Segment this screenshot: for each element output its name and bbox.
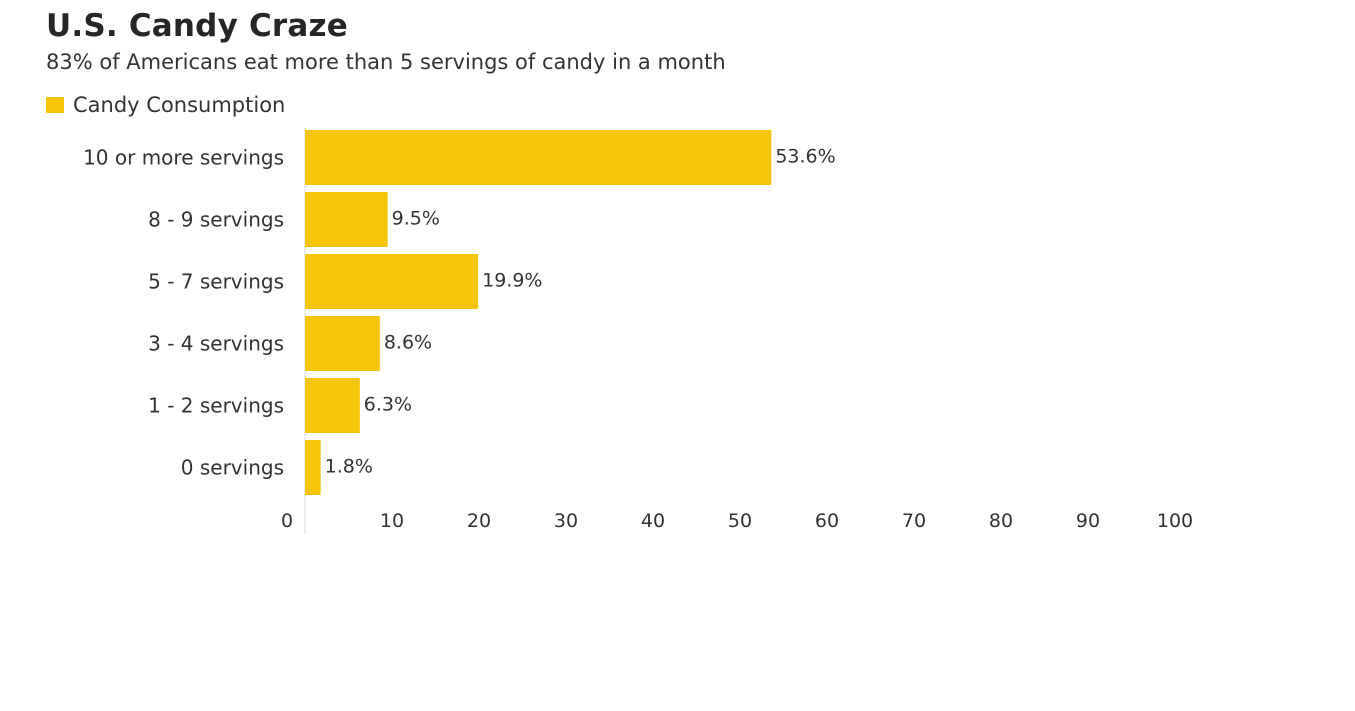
x-tick-label: 70	[902, 510, 926, 532]
data-label: 8.6%	[384, 332, 432, 354]
data-label: 1.8%	[325, 456, 373, 478]
bar	[305, 378, 360, 433]
x-tick-label: 30	[554, 510, 578, 532]
bar	[305, 440, 321, 495]
legend-swatch	[46, 97, 64, 113]
data-label: 6.3%	[364, 394, 412, 416]
bars-layer	[305, 130, 772, 495]
x-tick-label: 60	[815, 510, 839, 532]
bar	[305, 192, 388, 247]
x-tick-label: 50	[728, 510, 752, 532]
bar	[305, 316, 380, 371]
category-label: 3 - 4 servings	[148, 332, 284, 356]
x-tick-label: 90	[1076, 510, 1100, 532]
x-tick-label: 40	[641, 510, 665, 532]
axis-layer: 0 10 20 30 40 50 60 70 80 90 100 10 or more serving…	[83, 128, 1193, 534]
legend: Candy Consumption	[46, 93, 285, 117]
chart-subtitle: 83% of Americans eat more than 5 serving…	[46, 50, 726, 74]
x-tick-label: 80	[989, 510, 1013, 532]
data-label: 53.6%	[775, 146, 835, 168]
data-label: 19.9%	[482, 270, 542, 292]
legend-label: Candy Consumption	[73, 93, 286, 117]
category-label: 1 - 2 servings	[148, 394, 284, 418]
chart-title: U.S. Candy Craze	[46, 8, 348, 44]
bar	[305, 254, 479, 309]
x-tick-label: 0	[281, 510, 293, 532]
category-label: 8 - 9 servings	[148, 208, 284, 232]
x-tick-label: 20	[467, 510, 491, 532]
category-label: 10 or more servings	[83, 146, 284, 170]
x-tick-label: 100	[1157, 510, 1193, 532]
labels-layer: 53.6% 9.5% 19.9% 8.6% 6.3% 1.8%	[325, 146, 836, 478]
data-label: 9.5%	[392, 208, 440, 230]
category-label: 0 servings	[181, 456, 284, 480]
x-tick-label: 10	[380, 510, 404, 532]
category-label: 5 - 7 servings	[148, 270, 284, 294]
bar	[305, 130, 772, 185]
